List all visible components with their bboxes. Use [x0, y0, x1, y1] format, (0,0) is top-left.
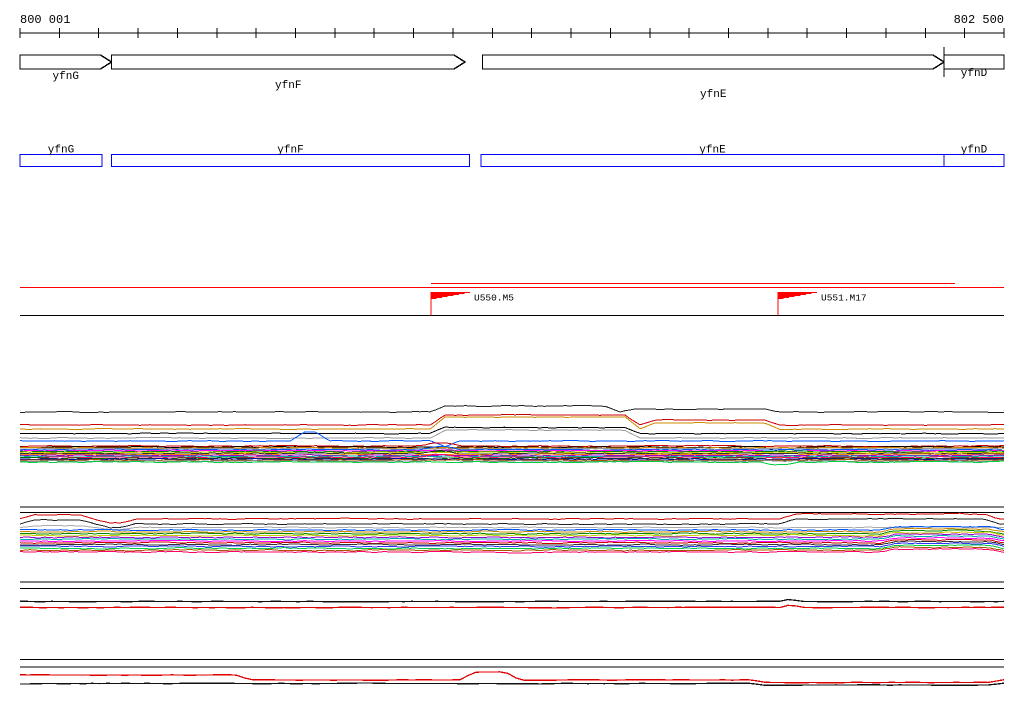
svg-text:yfnD: yfnD: [961, 145, 988, 157]
svg-text:yfnE: yfnE: [699, 145, 726, 157]
svg-text:800 001: 800 001: [20, 13, 70, 27]
svg-text:yfnF: yfnF: [277, 145, 303, 157]
svg-text:yfnF: yfnF: [275, 80, 301, 92]
svg-text:yfnD: yfnD: [961, 68, 988, 80]
svg-text:yfnE: yfnE: [700, 89, 727, 101]
svg-text:yfnG: yfnG: [48, 145, 74, 157]
svg-text:U550.M5: U550.M5: [474, 293, 514, 304]
svg-text:U551.M17: U551.M17: [821, 293, 867, 304]
svg-text:yfnG: yfnG: [53, 71, 79, 83]
svg-text:802 500: 802 500: [954, 13, 1004, 27]
